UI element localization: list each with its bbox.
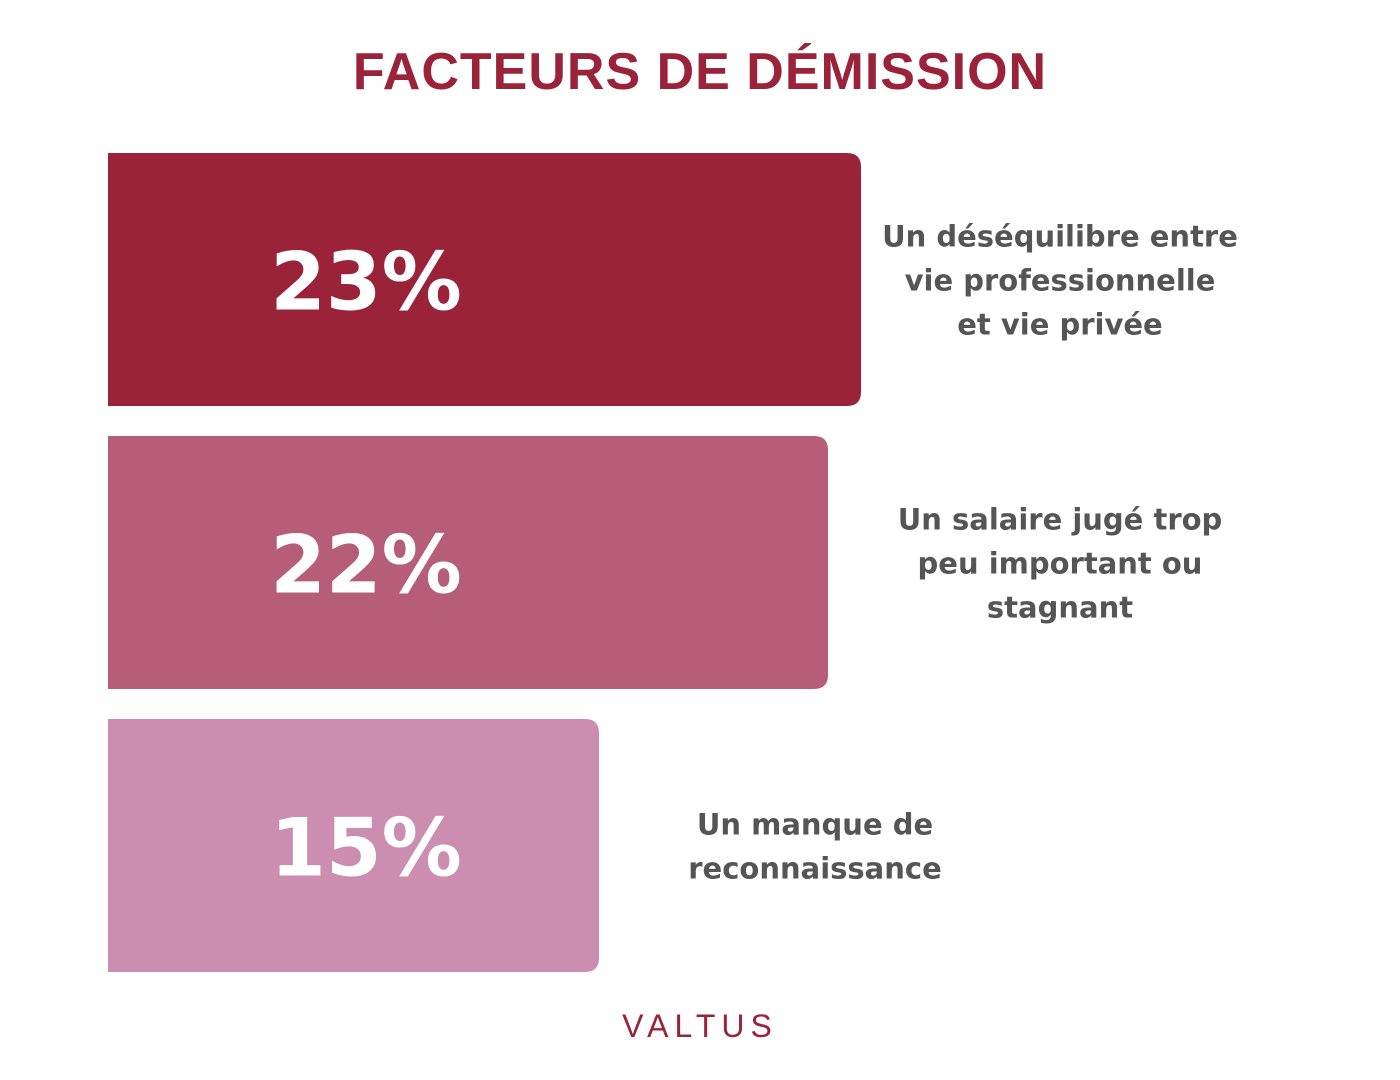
category-label-1: Un déséquilibre entre vie professionnelle…	[882, 220, 1238, 342]
category-label-line: Un salaire jugé trop	[898, 503, 1223, 537]
value-label-3: 15%	[270, 802, 461, 895]
category-label-line: reconnaissance	[688, 852, 941, 886]
value-label-2: 22%	[270, 519, 461, 612]
bar-3	[108, 719, 599, 972]
brand-wordmark: VALTUS	[622, 1008, 778, 1044]
category-label-2: Un salaire jugé trop peu important ou stag…	[898, 503, 1223, 625]
valtus-logo: VALTUS	[0, 1008, 1400, 1045]
category-label-line: Un déséquilibre entre	[882, 220, 1238, 254]
category-label-3: Un manque de reconnaissance	[688, 808, 941, 886]
category-label-line: vie professionnelle	[905, 264, 1216, 298]
bar-1	[108, 153, 861, 406]
category-label-line: peu important ou	[918, 547, 1203, 581]
bar-2	[108, 436, 828, 689]
chart-title: FACTEURS DE DÉMISSION	[352, 43, 1048, 101]
category-label-line: stagnant	[987, 591, 1133, 625]
category-label-line: Un manque de	[697, 808, 933, 842]
category-label-line: et vie privée	[957, 308, 1162, 342]
value-label-1: 23%	[270, 236, 461, 329]
